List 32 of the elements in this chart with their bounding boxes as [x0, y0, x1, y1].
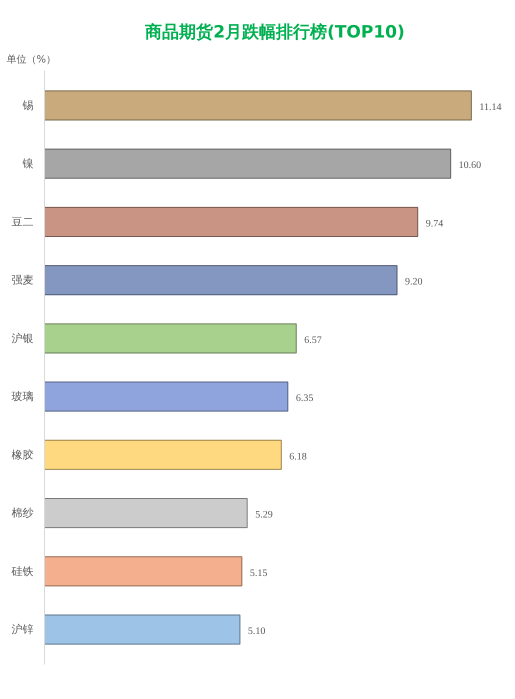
y-tick-label: 锡	[22, 98, 34, 112]
bar	[44, 614, 240, 645]
y-tick-label: 玻璃	[12, 390, 34, 404]
y-tick-label: 豆二	[12, 215, 34, 228]
text: 单位（%）	[6, 54, 56, 66]
bar	[44, 498, 248, 528]
y-tick-label: 橡胶	[12, 448, 34, 462]
bar	[44, 265, 398, 296]
bar	[44, 206, 418, 237]
data-label: 6.18	[289, 451, 307, 462]
y-tick-label: 镍	[22, 157, 34, 170]
data-label: 5.10	[248, 626, 266, 638]
data-label: 6.35	[296, 393, 314, 404]
y-tick-label: 硅铁	[10, 564, 34, 578]
y-tick-label: 棉纱	[12, 506, 34, 520]
bar	[44, 382, 288, 412]
data-label: 10.60	[458, 160, 482, 172]
bar	[44, 323, 297, 354]
data-label: 9.20	[405, 276, 423, 288]
data-label: 6.57	[304, 334, 322, 346]
data-label: 5.29	[255, 510, 273, 521]
data-label: 5.15	[250, 568, 268, 579]
y-tick-label: 强麦	[12, 274, 34, 287]
bar	[44, 440, 282, 470]
y-tick-label: 沪银	[12, 332, 34, 345]
chart-title: 商品期货2月跌幅排行榜(TOP10)	[144, 22, 405, 42]
data-label: 11.14	[479, 102, 502, 113]
bar	[44, 90, 472, 120]
data-label: 9.74	[426, 218, 444, 230]
bar	[44, 148, 452, 179]
y-tick-label: 沪锌	[12, 623, 34, 636]
bar	[44, 556, 242, 586]
